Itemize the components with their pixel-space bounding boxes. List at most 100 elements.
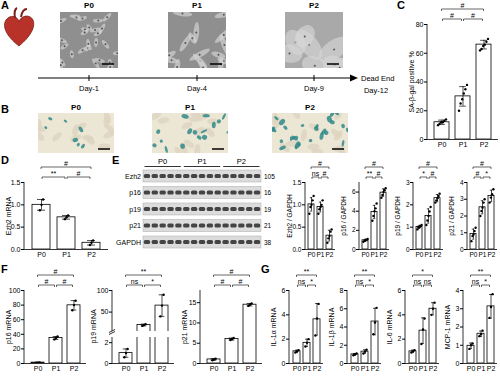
svg-text:#: # (471, 12, 475, 19)
svg-text:0.5: 0.5 (292, 223, 301, 230)
svg-text:P0: P0 (210, 365, 219, 372)
svg-text:3: 3 (456, 305, 460, 312)
svg-text:IL-1β mRNA: IL-1β mRNA (328, 307, 336, 346)
svg-text:P2: P2 (237, 157, 246, 166)
svg-text:P1: P1 (303, 365, 312, 372)
svg-text:#: # (431, 170, 435, 177)
svg-text:P1: P1 (140, 365, 149, 372)
svg-text:P0: P0 (293, 365, 302, 372)
svg-text:*: * (151, 278, 154, 285)
svg-text:#: # (461, 2, 465, 9)
svg-text:*: * (485, 170, 488, 177)
svg-text:p16 mRNA: p16 mRNA (5, 310, 13, 345)
svg-text:3: 3 (460, 195, 464, 202)
svg-text:8: 8 (340, 287, 344, 294)
svg-text:P2: P2 (87, 251, 96, 258)
svg-text:P0: P0 (308, 251, 316, 258)
svg-text:6: 6 (340, 305, 344, 312)
svg-text:80: 80 (13, 301, 21, 308)
svg-text:P2: P2 (70, 365, 79, 372)
svg-text:#: # (318, 160, 322, 167)
svg-text:4: 4 (398, 311, 402, 318)
svg-text:ns: ns (298, 278, 306, 285)
svg-text:p21 / GAPDH: p21 / GAPDH (448, 196, 456, 236)
svg-text:#: # (230, 268, 234, 275)
svg-text:P0: P0 (438, 141, 447, 148)
svg-text:P2: P2 (487, 365, 496, 372)
svg-text:p16 / GAPDH: p16 / GAPDH (340, 196, 348, 236)
svg-text:16: 16 (264, 189, 272, 196)
svg-text:0: 0 (352, 246, 356, 253)
svg-text:4: 4 (460, 179, 464, 186)
svg-text:#: # (54, 268, 58, 275)
svg-text:0.0: 0.0 (11, 246, 21, 253)
svg-text:P2: P2 (371, 365, 380, 372)
svg-text:6: 6 (282, 287, 286, 294)
svg-text:1.0: 1.0 (292, 201, 301, 208)
svg-text:ns: ns (472, 278, 480, 285)
svg-text:**: ** (141, 268, 147, 275)
svg-text:0: 0 (282, 360, 286, 367)
svg-text:100: 100 (97, 287, 109, 294)
svg-text:4: 4 (456, 287, 460, 294)
svg-text:#: # (221, 278, 225, 285)
svg-text:P2: P2 (429, 365, 438, 372)
svg-text:Day-9: Day-9 (304, 84, 324, 93)
svg-text:P0: P0 (122, 365, 131, 372)
svg-text:4: 4 (340, 323, 344, 330)
svg-text:40: 40 (13, 331, 21, 338)
svg-text:0: 0 (105, 360, 109, 367)
svg-text:#: # (450, 12, 454, 19)
svg-text:ns: ns (312, 170, 320, 177)
svg-text:P1: P1 (361, 365, 370, 372)
svg-text:#: # (426, 160, 430, 167)
svg-text:4: 4 (282, 311, 286, 318)
svg-text:P2: P2 (158, 365, 167, 372)
svg-text:2: 2 (456, 323, 460, 330)
svg-text:IL-1α mRNA: IL-1α mRNA (270, 307, 277, 346)
svg-text:P2: P2 (488, 251, 496, 258)
svg-text:100: 100 (9, 287, 21, 294)
svg-text:P2: P2 (326, 251, 334, 258)
svg-text:P2: P2 (380, 251, 388, 258)
svg-text:P1: P1 (62, 251, 71, 258)
svg-text:P0: P0 (470, 251, 478, 258)
svg-text:P1: P1 (371, 251, 379, 258)
svg-text:#: # (372, 160, 376, 167)
svg-text:P1: P1 (52, 365, 61, 372)
svg-text:P1: P1 (425, 251, 433, 258)
svg-text:3: 3 (406, 179, 410, 186)
svg-text:Ezh2: Ezh2 (125, 173, 141, 180)
svg-text:ns: ns (356, 278, 364, 285)
svg-text:P2: P2 (309, 1, 319, 10)
svg-text:ns: ns (424, 278, 432, 285)
svg-text:#: # (63, 278, 67, 285)
svg-text:*: * (422, 170, 425, 177)
svg-text:Ezh2 / GAPDH: Ezh2 / GAPDH (286, 194, 293, 238)
svg-text:#: # (239, 278, 243, 285)
svg-text:#: # (480, 160, 484, 167)
svg-text:P1: P1 (185, 103, 195, 112)
svg-text:60: 60 (13, 316, 21, 323)
svg-text:0: 0 (406, 246, 410, 253)
svg-text:#: # (64, 160, 68, 167)
svg-text:p21: p21 (129, 222, 141, 230)
svg-text:2: 2 (460, 212, 464, 219)
svg-text:P1: P1 (477, 365, 486, 372)
svg-text:*: * (368, 278, 371, 285)
svg-text:20: 20 (416, 107, 424, 114)
svg-text:**: ** (304, 268, 310, 275)
svg-text:P0: P0 (84, 1, 94, 10)
svg-text:p19: p19 (129, 206, 141, 214)
svg-text:**: ** (362, 268, 368, 275)
svg-text:0: 0 (456, 360, 460, 367)
svg-text:5: 5 (193, 339, 197, 346)
svg-text:20: 20 (13, 345, 21, 352)
svg-text:P2: P2 (313, 365, 322, 372)
svg-text:1: 1 (456, 341, 460, 348)
svg-text:0: 0 (193, 360, 197, 367)
svg-text:2: 2 (398, 335, 402, 342)
svg-text:105: 105 (264, 173, 275, 180)
svg-text:1.5: 1.5 (11, 179, 21, 186)
svg-text:P1: P1 (192, 1, 202, 10)
